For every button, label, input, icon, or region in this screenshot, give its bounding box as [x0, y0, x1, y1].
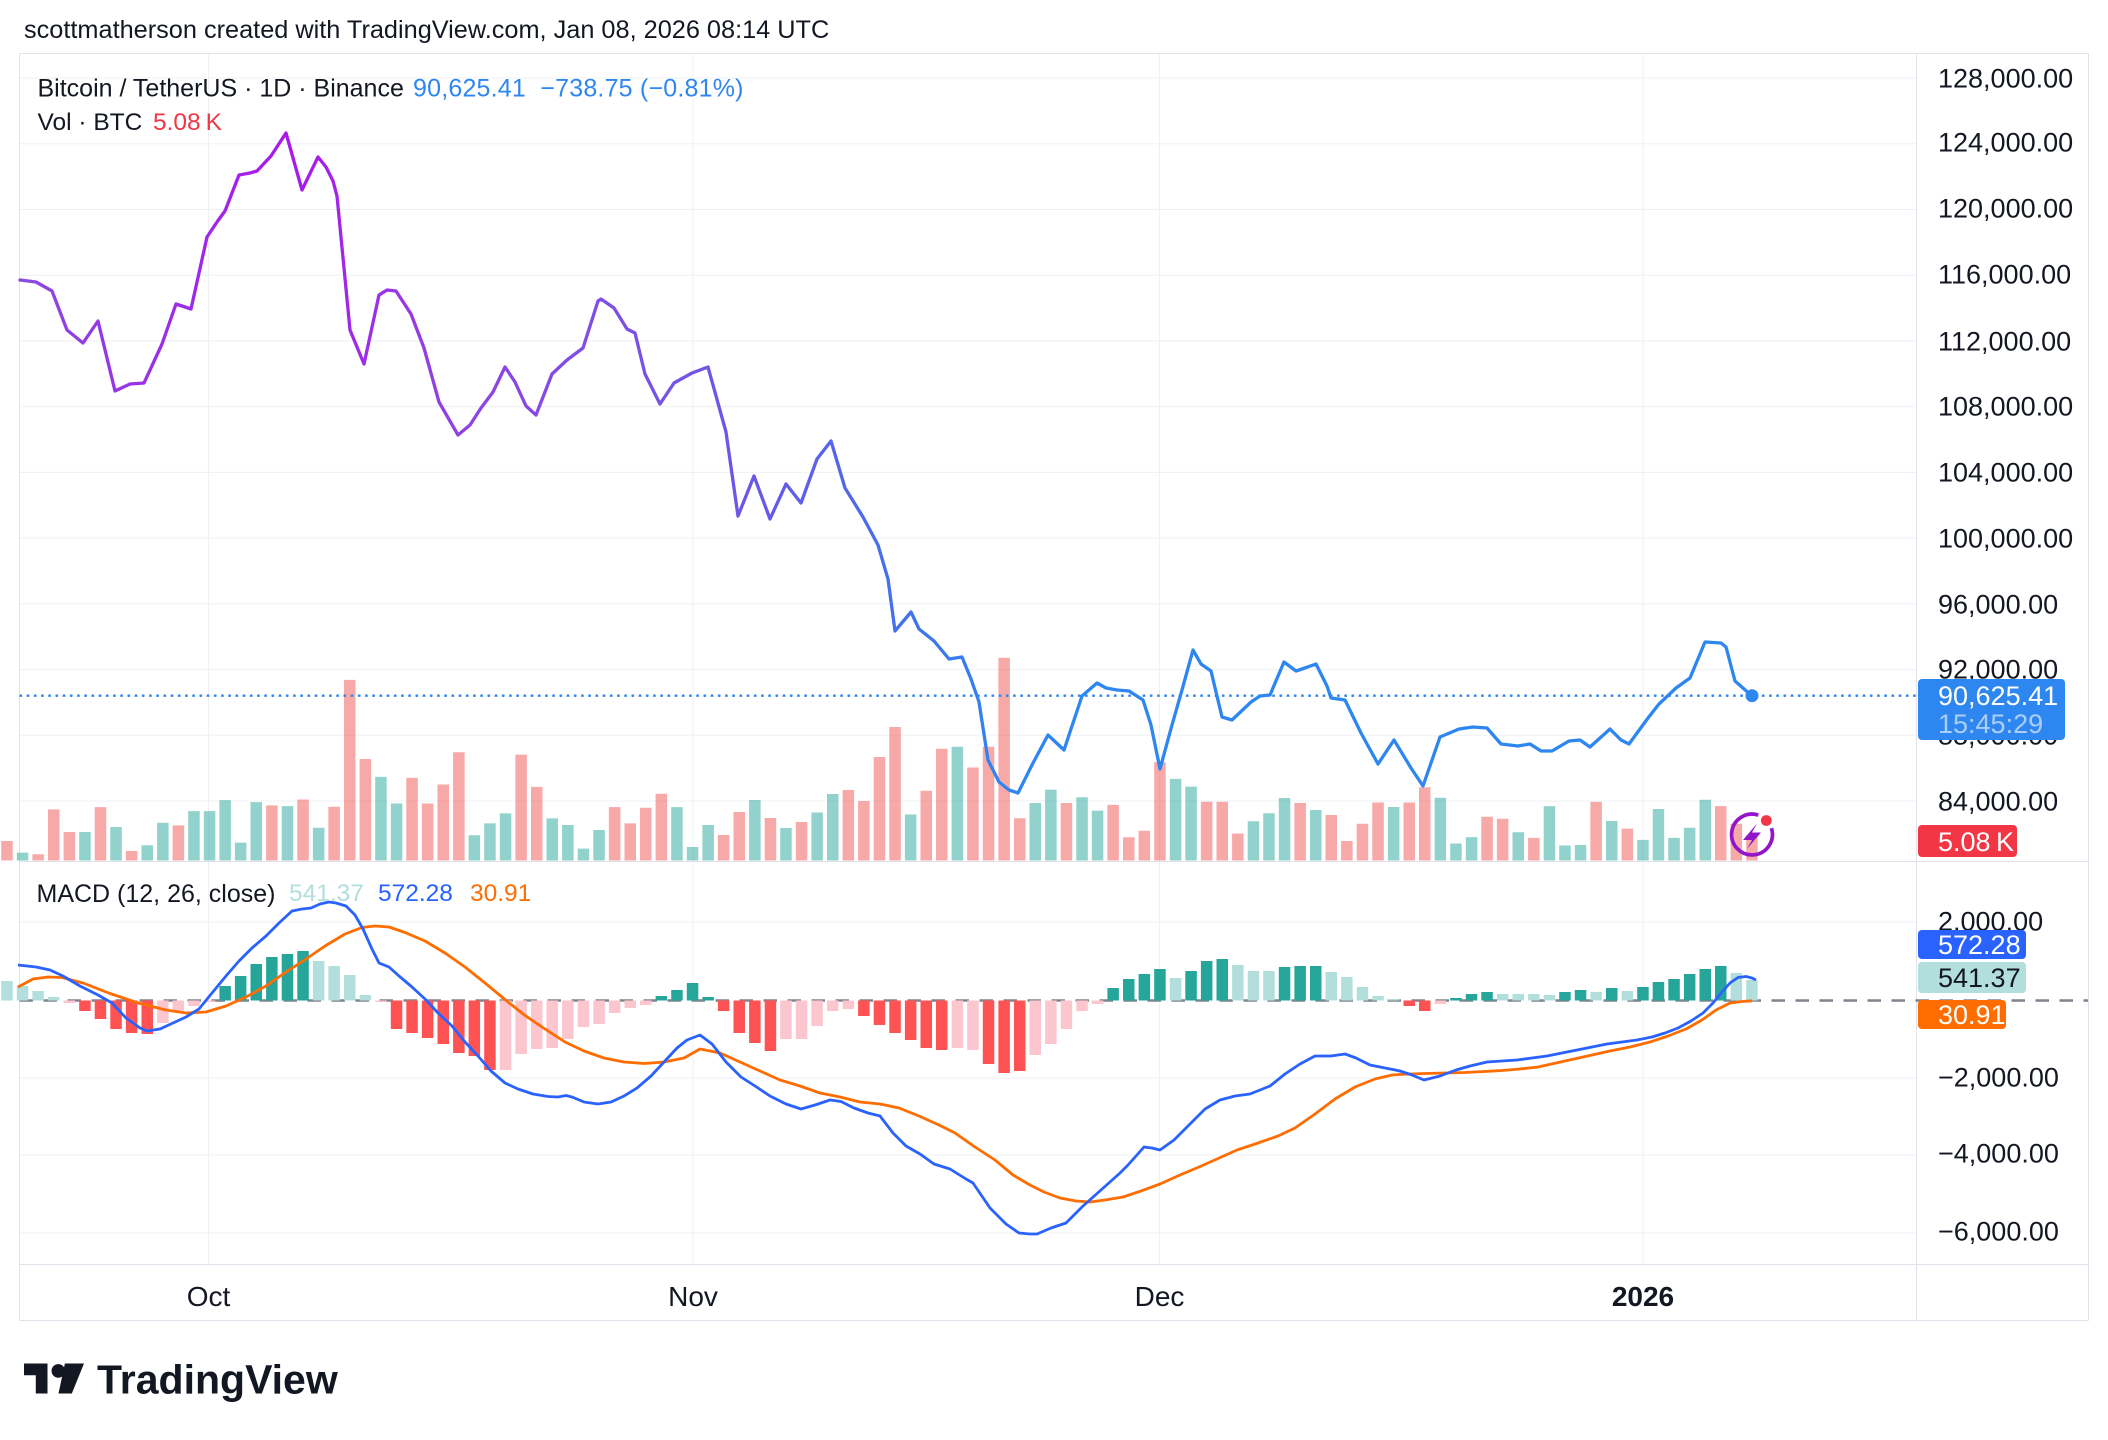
svg-text:128,000.00: 128,000.00: [1938, 64, 2073, 94]
svg-text:84,000.00: 84,000.00: [1938, 787, 2058, 817]
svg-text:5.08 K: 5.08 K: [153, 109, 223, 136]
svg-text:124,000.00: 124,000.00: [1938, 128, 2073, 158]
svg-text:5.08 K: 5.08 K: [1938, 827, 2014, 857]
svg-text:2026: 2026: [1612, 1281, 1674, 1312]
svg-text:Dec: Dec: [1135, 1281, 1185, 1312]
svg-text:30.91: 30.91: [470, 880, 531, 907]
svg-text:−4,000.00: −4,000.00: [1938, 1139, 2059, 1169]
svg-text:90,625.41 −738.75 (−0.81%): 90,625.41 −738.75 (−0.81%): [413, 75, 744, 103]
svg-text:541.37: 541.37: [1938, 963, 2021, 993]
svg-text:scottmatherson created with Tr: scottmatherson created with TradingView.…: [24, 16, 829, 44]
svg-text:30.91: 30.91: [1938, 1000, 2006, 1030]
svg-text:−2,000.00: −2,000.00: [1938, 1063, 2059, 1093]
svg-text:TradingView: TradingView: [97, 1357, 338, 1403]
svg-text:120,000.00: 120,000.00: [1938, 194, 2073, 224]
svg-text:−6,000.00: −6,000.00: [1938, 1217, 2059, 1247]
svg-text:116,000.00: 116,000.00: [1938, 260, 2071, 290]
svg-text:Oct: Oct: [187, 1281, 231, 1312]
svg-text:Vol · BTC: Vol · BTC: [38, 109, 143, 136]
svg-text:90,625.41: 90,625.41: [1938, 681, 2058, 711]
svg-text:572.28: 572.28: [378, 880, 453, 907]
svg-text:100,000.00: 100,000.00: [1938, 524, 2073, 554]
svg-text:572.28: 572.28: [1938, 930, 2021, 960]
svg-text:108,000.00: 108,000.00: [1938, 392, 2073, 422]
svg-text:15:45:29: 15:45:29: [1938, 709, 2043, 739]
svg-text:112,000.00: 112,000.00: [1938, 327, 2071, 357]
svg-text:Nov: Nov: [668, 1281, 718, 1312]
svg-text:MACD (12, 26, close): MACD (12, 26, close): [37, 880, 276, 908]
svg-text:96,000.00: 96,000.00: [1938, 590, 2058, 620]
svg-text:104,000.00: 104,000.00: [1938, 458, 2073, 488]
svg-text:541.37: 541.37: [289, 880, 364, 907]
svg-text:Bitcoin / TetherUS · 1D · Bina: Bitcoin / TetherUS · 1D · Binance: [38, 75, 404, 103]
